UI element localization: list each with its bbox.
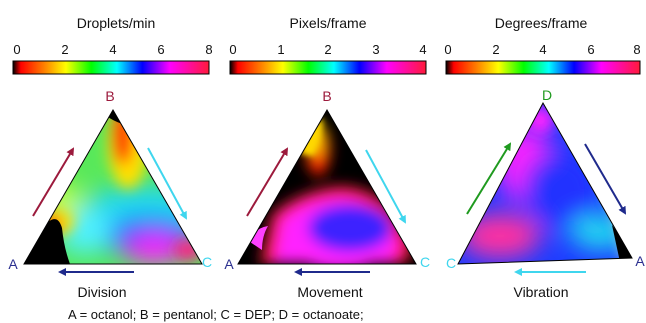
tick-label: 2 [324, 42, 331, 57]
arrow-b-to-c [365, 149, 406, 224]
tick-label: 0 [13, 42, 20, 57]
arrow-a-to-b [32, 147, 75, 217]
triangle-outline [23, 109, 203, 265]
arrow-b-to-c [147, 147, 187, 220]
tick-label: 2 [61, 42, 68, 57]
colorbar [12, 60, 210, 75]
corner-label-top: B [322, 88, 331, 104]
corner-label-left: A [8, 256, 18, 272]
tick-label: 0 [444, 42, 451, 57]
legend-footer: A = octanol; B = pentanol; C = DEP; D = … [68, 307, 364, 322]
panel-caption: Movement [297, 284, 362, 300]
corner-label-right: A [635, 253, 645, 269]
arrow-a-to-b [246, 147, 289, 217]
corner-label-right: C [202, 254, 212, 270]
panel-movement: Pixels/frame 0 1 2 3 4 B A C Movemen [224, 15, 430, 300]
tick-label: 2 [492, 42, 499, 57]
tick-label: 8 [633, 42, 640, 57]
panel-caption: Division [77, 284, 126, 300]
panel-vibration: Degrees/frame 0 2 4 6 8 D C A [444, 15, 645, 300]
arrow-d-to-a [584, 143, 627, 215]
tick-label: 6 [587, 42, 594, 57]
arrow-c-to-d [466, 142, 512, 215]
corner-label-left: C [446, 255, 456, 271]
corner-label-top: B [105, 88, 114, 104]
colorbar-title: Degrees/frame [495, 15, 588, 31]
colorbar [229, 60, 427, 75]
tick-label: 6 [157, 42, 164, 57]
colorbar-title: Pixels/frame [289, 15, 366, 31]
ternary-heatmap [238, 110, 416, 264]
ternary-heatmap [458, 103, 632, 264]
tick-label: 4 [539, 42, 546, 57]
tick-label: 4 [109, 42, 116, 57]
panel-caption: Vibration [513, 284, 568, 300]
tick-label: 0 [229, 42, 236, 57]
tick-label: 3 [372, 42, 379, 57]
ternary-heatmap [24, 110, 202, 264]
corner-label-right: C [420, 254, 430, 270]
corner-label-left: A [224, 256, 234, 272]
triangle-outline [457, 101, 633, 265]
panel-division: Droplets/min 0 2 4 6 8 [8, 15, 212, 300]
tick-label: 8 [205, 42, 212, 57]
tick-label: 1 [277, 42, 284, 57]
tick-label: 4 [419, 42, 426, 57]
colorbar-title: Droplets/min [77, 15, 156, 31]
colorbar [445, 60, 641, 75]
triangle-outline [237, 109, 417, 265]
corner-label-top: D [542, 87, 552, 103]
